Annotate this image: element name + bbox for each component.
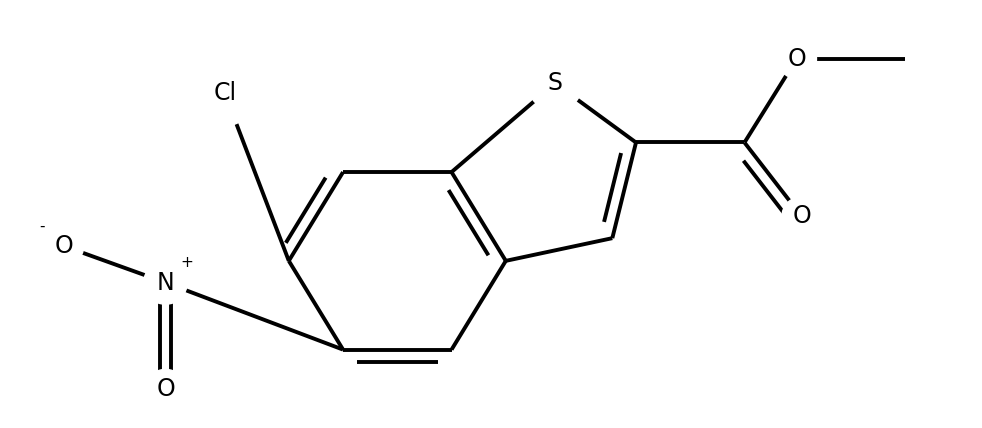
- Circle shape: [44, 226, 83, 266]
- Text: -: -: [39, 219, 45, 234]
- Text: O: O: [156, 377, 175, 401]
- Text: O: O: [55, 234, 74, 258]
- Text: N: N: [157, 270, 175, 294]
- Circle shape: [777, 39, 816, 78]
- Text: Cl: Cl: [213, 81, 237, 105]
- Circle shape: [192, 61, 257, 126]
- Text: O: O: [788, 47, 806, 71]
- Circle shape: [143, 261, 188, 304]
- Text: O: O: [792, 205, 811, 229]
- Text: +: +: [181, 256, 193, 270]
- Circle shape: [782, 197, 821, 236]
- Circle shape: [527, 56, 582, 111]
- Text: S: S: [548, 71, 563, 95]
- Circle shape: [145, 369, 186, 409]
